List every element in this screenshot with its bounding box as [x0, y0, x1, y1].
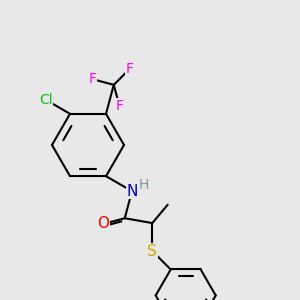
Text: H: H — [139, 178, 149, 192]
Text: F: F — [125, 62, 133, 76]
Text: F: F — [88, 72, 97, 86]
Text: N: N — [126, 184, 138, 199]
Text: O: O — [98, 216, 110, 231]
Text: Cl: Cl — [39, 93, 52, 107]
Text: S: S — [147, 244, 157, 259]
Text: F: F — [116, 99, 124, 113]
